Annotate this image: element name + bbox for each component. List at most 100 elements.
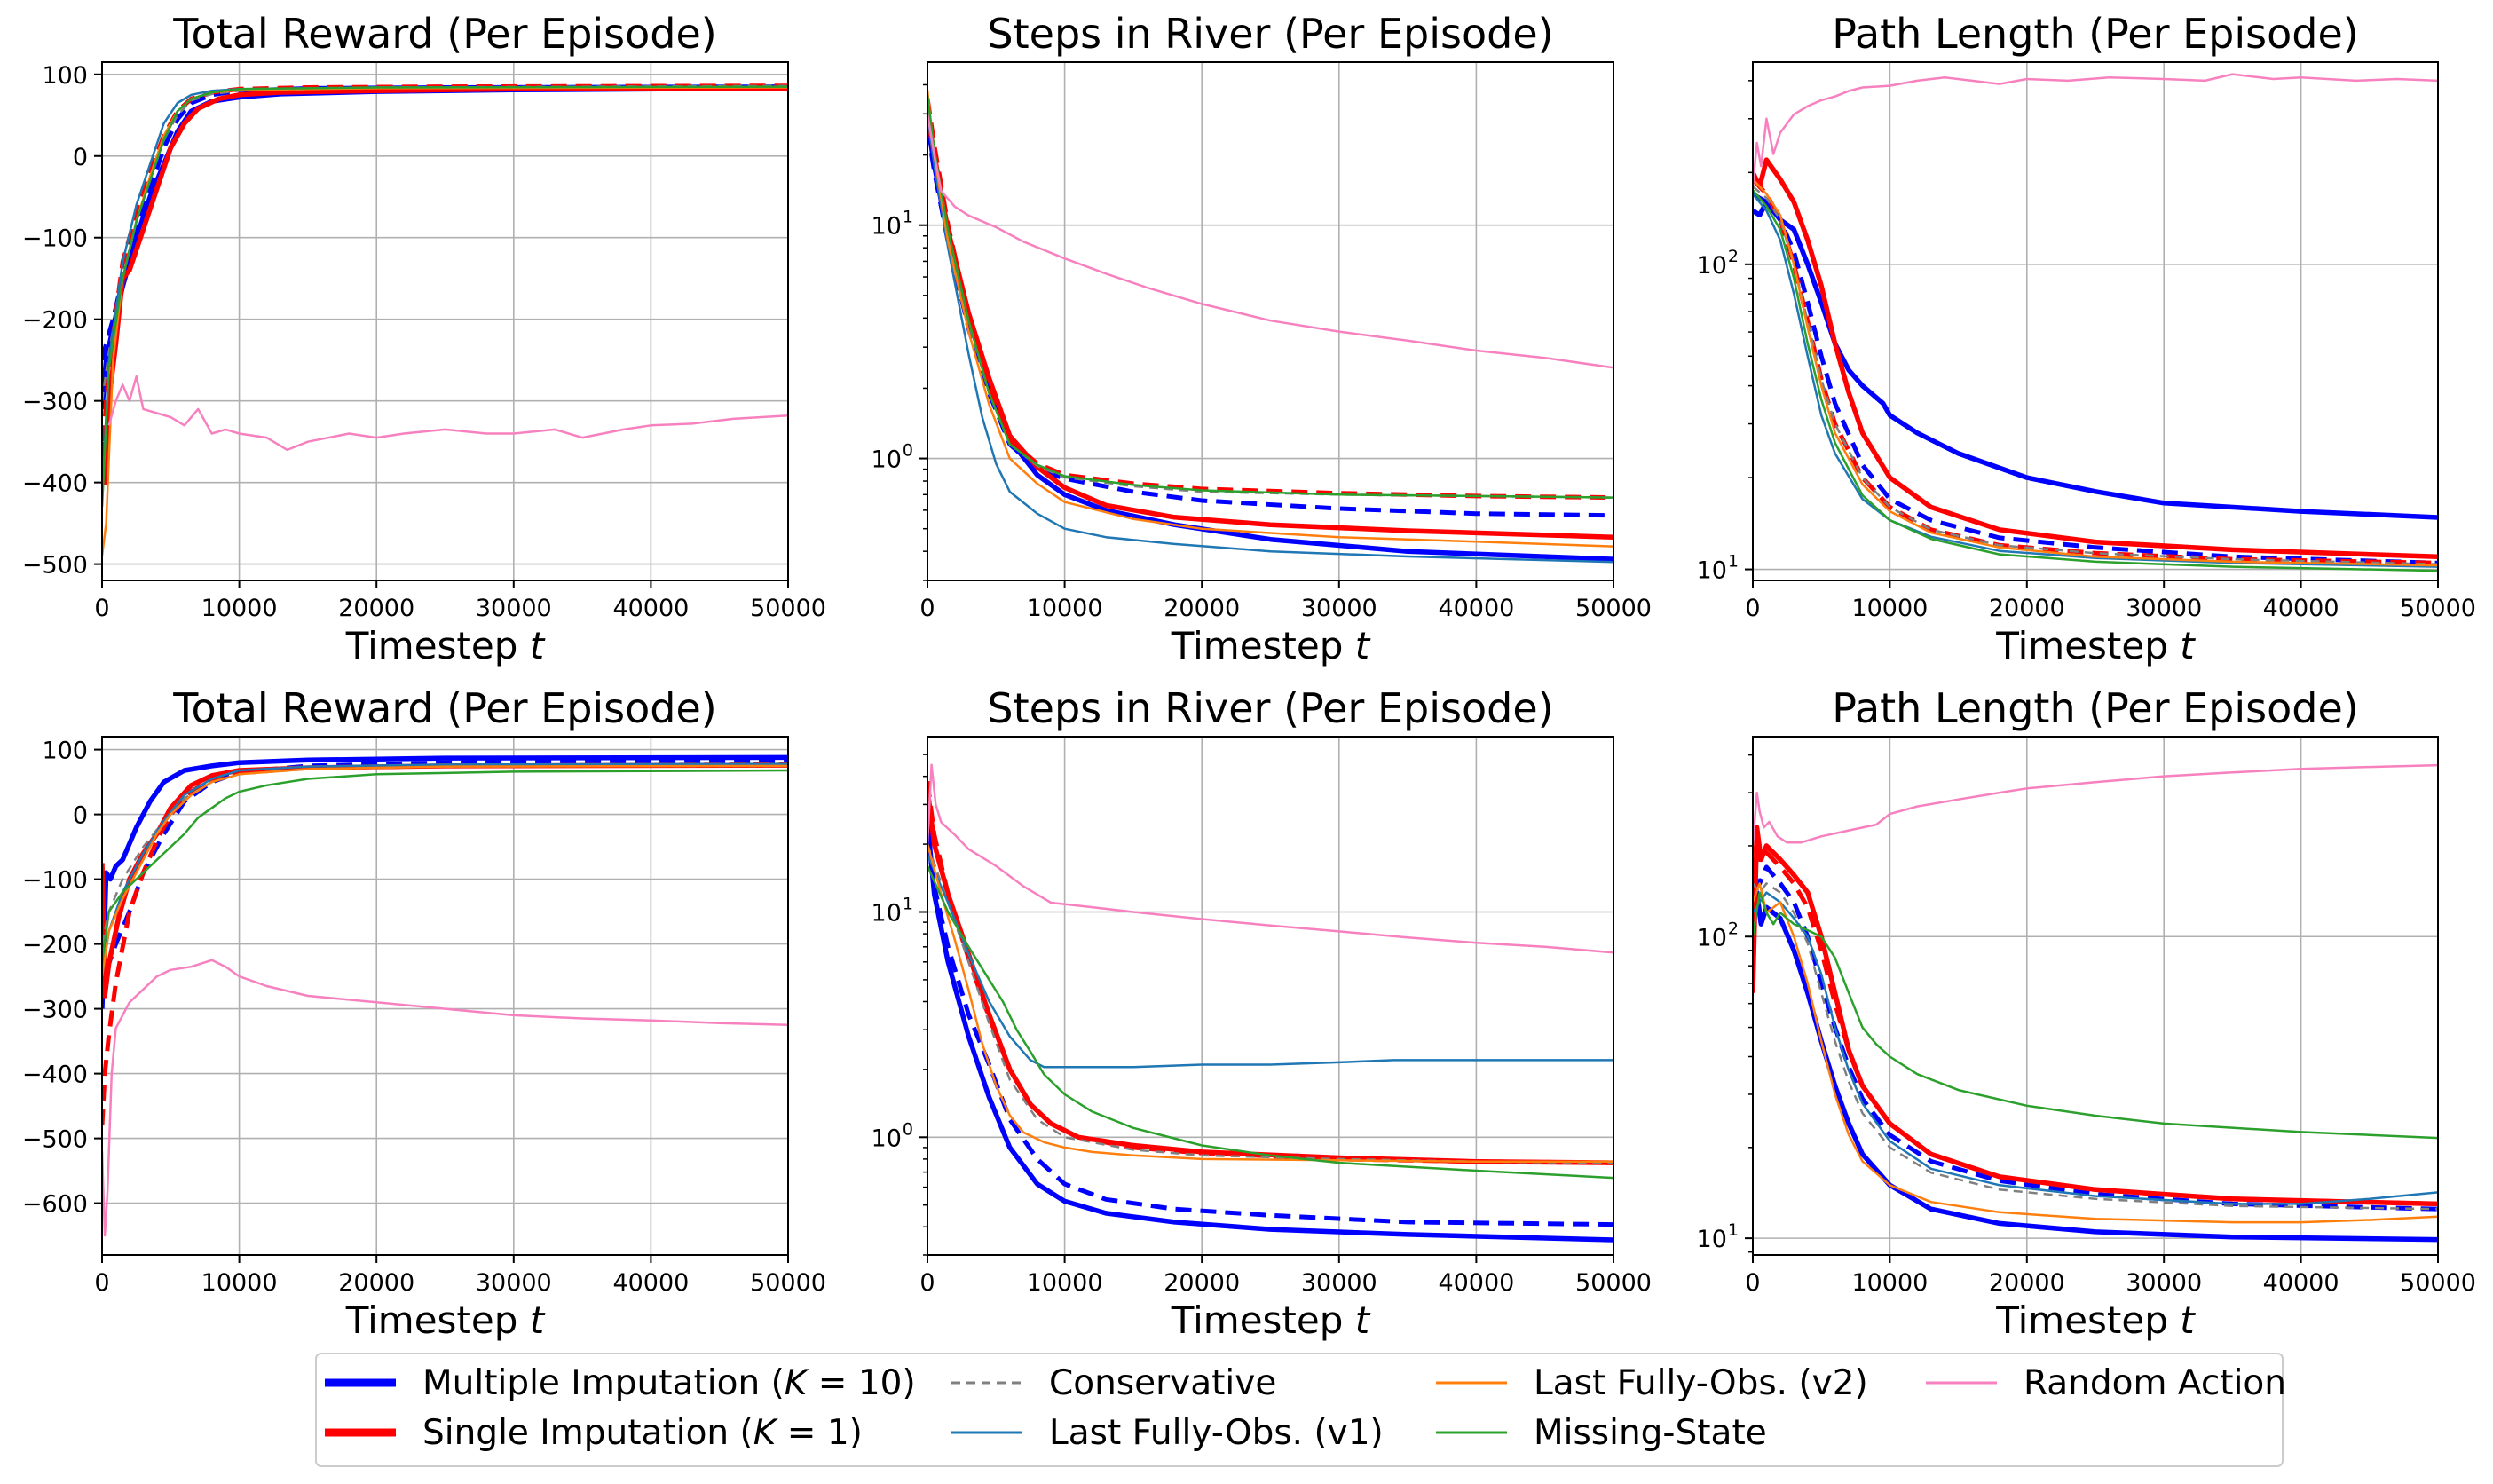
series-line-single-imputation-k-1-dashed [1753,844,2438,1206]
series-line-last-fully-obs-v2 [102,86,788,556]
x-tick-label: 0 [94,1269,109,1297]
chart-panel-5: 0 10000 20000 30000 40000 50000 101 100 Steps in… [872,684,1652,1342]
series-line-missing-state [1753,189,2438,572]
series-line-last-fully-obs-v1 [927,854,1613,1069]
legend-label-lfo1: Last Fully-Obs. (v1) [1049,1413,1384,1453]
x-tick-label: 40000 [1438,595,1514,622]
y-tick-label: −200 [22,307,88,335]
x-tick-label: 50000 [1575,595,1652,622]
series-line-last-fully-obs-v2 [1753,178,2438,567]
chart-panel-6: 0 10000 20000 30000 40000 50000 102 101 Path Len… [1697,684,2476,1342]
plot-frame [1752,736,2439,1256]
series-line-last-fully-obs-v2 [102,764,788,977]
panel-title: Steps in River (Per Episode) [987,684,1553,732]
x-tick-label: 10000 [1851,595,1928,622]
x-tick-label: 20000 [1989,595,2065,622]
series-line-random-action [102,959,788,1237]
y-tick-label: 101 [1697,552,1739,585]
x-tick-label: 20000 [1164,595,1240,622]
y-tick-label: 100 [872,1119,913,1152]
x-axis-label: Timestep t [1995,624,2196,667]
x-tick-label: 10000 [1851,1269,1928,1297]
series-line-single-imputation-k-1-dashed [927,98,1613,501]
legend-label-ms: Missing-State [1534,1413,1767,1453]
y-tick-label: 100 [42,738,88,765]
series-line-missing-state [927,865,1613,1180]
x-axis-label: Timestep t [345,624,546,667]
series-line-single-imputation-k-1 [927,113,1613,540]
series-line-single-imputation-k-1-dashed [102,83,788,467]
series-line-random-action [1753,73,2438,187]
x-tick-label: 50000 [1575,1269,1652,1297]
series-line-missing-state [102,769,788,964]
y-tick-label: −400 [22,1062,88,1089]
y-tick-label: −200 [22,932,88,959]
x-tick-label: 40000 [2263,1269,2339,1297]
plot-frame [101,736,789,1256]
series-line-conservative [102,764,788,944]
panel-title: Path Length (Per Episode) [1832,10,2358,58]
series-line-random-action [927,763,1613,954]
x-tick-label: 30000 [476,1269,552,1297]
y-tick-label: −500 [22,1126,88,1154]
y-tick-label: 101 [1697,1220,1739,1253]
series-line-single-imputation-k-1-dashed [1753,178,2438,565]
x-axis-label: Timestep t [345,1298,546,1342]
panel-title: Path Length (Per Episode) [1832,684,2358,732]
x-tick-label: 20000 [338,1269,414,1297]
x-tick-label: 40000 [612,1269,689,1297]
series-line-last-fully-obs-v1 [1753,193,2438,568]
series-line-multiple-imputation-k-10 [102,754,788,1009]
y-tick-label: 101 [872,208,913,241]
plot-frame [927,736,1614,1256]
y-tick-label: −300 [22,389,88,416]
series-line-conservative [102,84,788,401]
chart-panel-3: 0 10000 20000 30000 40000 50000 102 101 Path Len… [1697,10,2476,667]
chart-panel-4: 0 10000 20000 30000 40000 50000 100 0 −100 −200 −3… [22,684,826,1342]
y-tick-label: −100 [22,867,88,895]
series-line-single-imputation-k-1-dashed [102,762,788,1126]
y-tick-label: 100 [42,62,88,90]
plot-frame [927,61,1614,581]
series-line-multiple-imputation-k-10 [927,822,1613,1243]
x-tick-label: 50000 [2400,1269,2476,1297]
series-line-multiple-imputation-k-10 [1753,889,2438,1243]
series-line-single-imputation-k-1 [1753,157,2438,560]
x-tick-label: 50000 [2400,595,2476,622]
x-tick-label: 0 [919,595,935,622]
x-tick-label: 10000 [201,595,278,622]
x-tick-label: 20000 [1989,1269,2065,1297]
y-tick-label: −600 [22,1191,88,1219]
y-tick-label: 100 [872,441,913,474]
x-tick-label: 30000 [2126,595,2202,622]
legend: Multiple Imputation (K = 10) Single Imput… [315,1353,2286,1467]
legend-label-mi: Multiple Imputation (K = 10) [422,1363,916,1403]
series-line-random-action [107,375,788,452]
series-line-conservative [927,107,1613,499]
y-tick-label: 102 [1697,247,1739,280]
x-tick-label: 30000 [2126,1269,2202,1297]
y-tick-label: −400 [22,470,88,498]
series-line-multiple-imputation-k-10 [102,85,788,410]
x-tick-label: 40000 [1438,1269,1514,1297]
x-tick-label: 20000 [1164,1269,1240,1297]
series-line-last-fully-obs-v2 [927,843,1613,1163]
x-axis-label: Timestep t [1995,1298,2196,1342]
series-line-multiple-imputation-k-10-dashed [1753,192,2438,565]
x-tick-label: 50000 [750,595,826,622]
series-line-single-imputation-k-1-dashed [927,780,1613,1165]
x-axis-label: Timestep t [1171,1298,1371,1342]
x-tick-label: 10000 [1027,595,1103,622]
chart-panel-1: 0 10000 20000 30000 40000 50000 100 0 −100 −200 −3… [22,10,826,667]
x-axis-label: Timestep t [1171,624,1371,667]
plot-frame [1752,61,2439,581]
x-tick-label: 40000 [612,595,689,622]
series-line-missing-state [1753,891,2438,1140]
series-line-multiple-imputation-k-10-dashed [927,834,1613,1227]
series-line-missing-state [927,95,1613,499]
series-line-single-imputation-k-1 [927,789,1613,1165]
x-tick-label: 30000 [476,595,552,622]
x-tick-label: 20000 [338,595,414,622]
x-tick-label: 10000 [201,1269,278,1297]
